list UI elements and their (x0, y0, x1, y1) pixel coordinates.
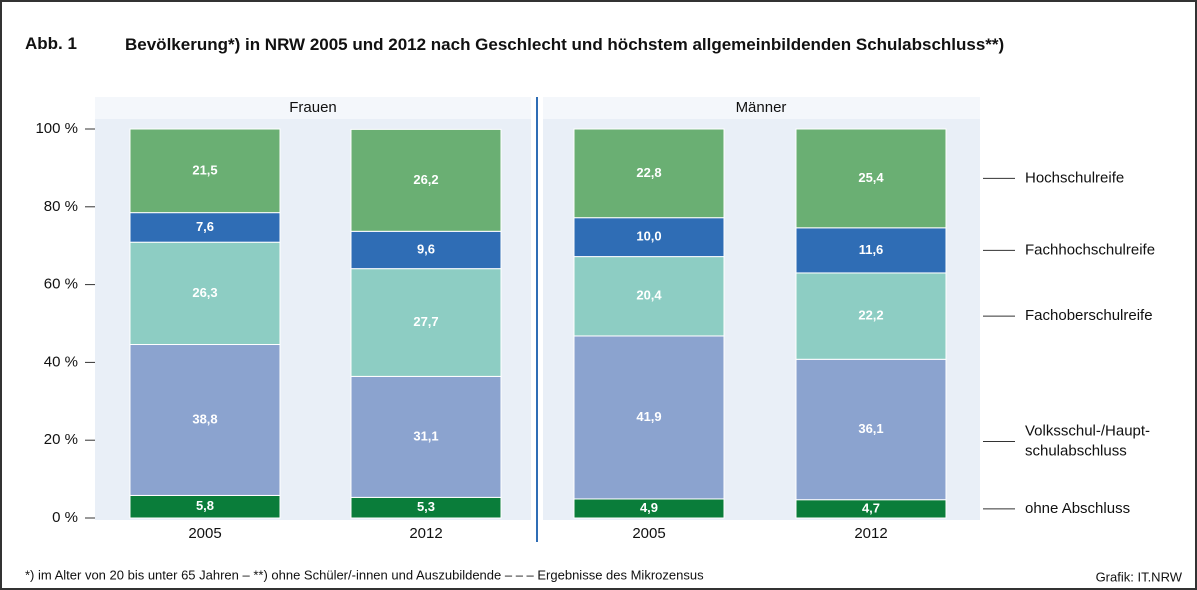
panel-header (95, 97, 531, 119)
value-label: 22,2 (858, 308, 883, 323)
chart-title: Bevölkerung*) in NRW 2005 und 2012 nach … (125, 35, 1005, 54)
x-tick-label: 2012 (854, 525, 887, 542)
group-label: Frauen (289, 99, 337, 116)
value-label: 10,0 (636, 229, 661, 244)
value-label: 9,6 (417, 241, 435, 256)
group-label: Männer (736, 99, 787, 116)
panel-header (543, 97, 980, 119)
bar-segment (350, 268, 502, 377)
bar-segment (129, 212, 281, 243)
value-label: 36,1 (858, 421, 883, 436)
value-label: 11,6 (859, 242, 884, 257)
value-label: 26,3 (192, 285, 217, 300)
bar-segment (573, 217, 725, 258)
value-label: 21,5 (192, 162, 217, 177)
bar-segment (129, 128, 281, 214)
bar-segment (350, 230, 502, 270)
value-label: 22,8 (636, 165, 661, 180)
bar-segment (795, 227, 947, 274)
source: Grafik: IT.NRW (1096, 569, 1183, 584)
value-label: 41,9 (636, 409, 661, 424)
value-label: 5,8 (196, 498, 214, 513)
value-label: 7,6 (196, 219, 214, 234)
y-tick-label: 0 % (52, 509, 78, 526)
value-label: 38,8 (192, 411, 217, 426)
x-tick-label: 2005 (188, 525, 221, 542)
x-tick-label: 2012 (409, 525, 442, 542)
y-tick-label: 80 % (44, 198, 78, 215)
y-tick-label: 40 % (44, 353, 78, 370)
value-label: 27,7 (413, 314, 438, 329)
legend-label: Fachoberschulreife (1025, 307, 1153, 324)
value-label: 5,3 (417, 499, 435, 514)
bar-segment (573, 335, 725, 500)
legend-label: Fachhochschulreife (1025, 241, 1155, 258)
legend-label: Hochschulreife (1025, 169, 1124, 186)
figure-label: Abb. 1 (25, 34, 77, 53)
legend-label: ohne Abschluss (1025, 500, 1130, 517)
bar-segment (795, 358, 947, 501)
bar-segment (795, 272, 947, 360)
value-label: 4,7 (862, 500, 880, 515)
y-tick-label: 20 % (44, 431, 78, 448)
bar-segment (573, 128, 725, 219)
y-tick-label: 100 % (35, 120, 78, 137)
x-tick-label: 2005 (632, 525, 665, 542)
bar-segment (795, 128, 947, 229)
value-label: 20,4 (636, 288, 662, 303)
value-label: 26,2 (413, 172, 438, 187)
value-label: 4,9 (640, 500, 658, 515)
value-label: 31,1 (413, 428, 438, 443)
bar-segment (573, 256, 725, 337)
bar-segment (350, 128, 502, 232)
y-tick-label: 60 % (44, 276, 78, 293)
value-label: 25,4 (858, 170, 884, 185)
legend-label: Volksschul-/Haupt-schulabschluss (1025, 422, 1150, 459)
footnote: *) im Alter von 20 bis unter 65 Jahren –… (25, 567, 704, 582)
